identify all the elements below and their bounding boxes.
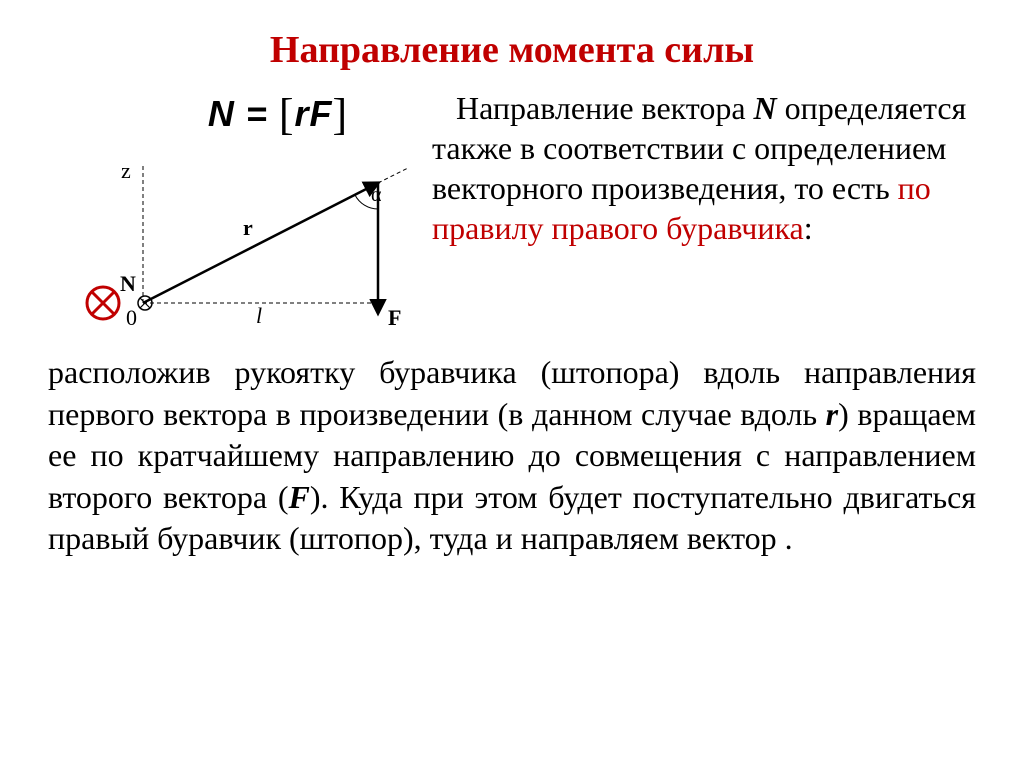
bracket-left: [: [279, 90, 295, 139]
bracket-right: ]: [333, 90, 349, 139]
formula-eq: =: [235, 93, 279, 134]
left-column: N = [rF]: [48, 82, 408, 338]
r-extension: [378, 168, 408, 183]
top-row: N = [rF]: [48, 82, 976, 338]
page-title: Направление момента силы: [48, 28, 976, 72]
intro-paragraph: Направление вектора N определяется также…: [408, 82, 976, 248]
label-N: N: [120, 271, 136, 296]
label-zero: 0: [126, 305, 137, 330]
formula: N = [rF]: [148, 86, 408, 137]
r-vector: [143, 183, 378, 303]
body-paragraph: расположив рукоятку буравчика (штопора) …: [48, 352, 976, 560]
intro-colon: :: [804, 210, 813, 246]
intro-N: N: [754, 90, 777, 126]
body-r: r: [826, 396, 838, 432]
intro-line1: Направление вектора: [432, 90, 754, 126]
formula-lhs: N: [208, 93, 235, 134]
label-r: r: [243, 215, 253, 240]
into-page-icon: [87, 287, 119, 319]
label-F: F: [388, 305, 401, 330]
body-F: F: [288, 479, 309, 515]
label-z: z: [121, 158, 131, 183]
label-l: l: [256, 303, 262, 328]
formula-rhs: rF: [295, 93, 333, 134]
label-alpha: α: [371, 184, 382, 206]
vector-diagram: z N 0 r l F α: [48, 143, 408, 333]
origin-into-page-icon: [138, 296, 152, 310]
